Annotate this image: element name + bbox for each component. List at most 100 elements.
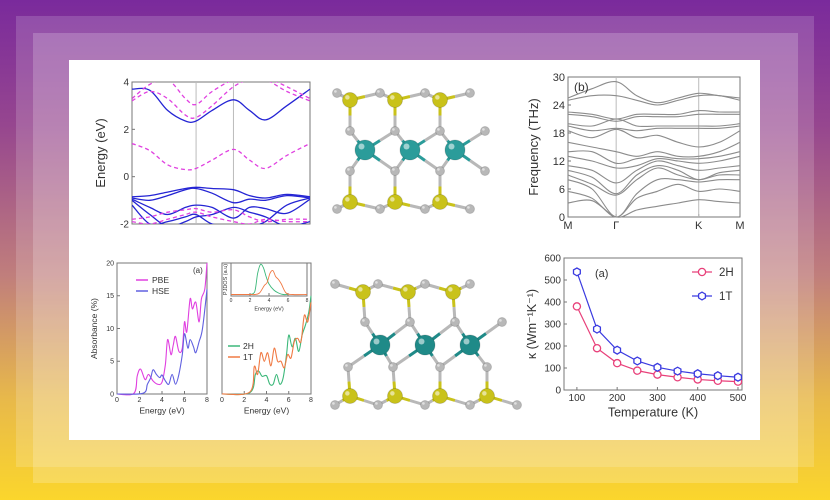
atom-highlight bbox=[463, 338, 470, 345]
x-tick-label: 6 bbox=[183, 397, 187, 404]
data-point-1T bbox=[673, 366, 682, 376]
ligand-atom bbox=[482, 362, 492, 372]
atom-highlight bbox=[403, 287, 408, 292]
y-tick-label: 300 bbox=[544, 320, 561, 331]
x-tick-label: M bbox=[735, 220, 744, 232]
phonon-plot-frame bbox=[567, 76, 741, 218]
y-tick-label: 0 bbox=[110, 391, 114, 398]
data-point-1T bbox=[713, 371, 722, 381]
y-tick-label: 500 bbox=[544, 276, 561, 287]
atom-highlight bbox=[422, 402, 425, 405]
chalcogen-atom bbox=[479, 388, 495, 404]
atom-highlight bbox=[345, 197, 350, 202]
x-tick-label: 200 bbox=[609, 393, 626, 404]
absorbance_a-chart bbox=[116, 262, 208, 396]
y-axis-label: Frequency (THz) bbox=[526, 98, 541, 196]
pjdos-line-2H bbox=[249, 263, 289, 296]
legend-label: 2H bbox=[719, 267, 734, 279]
ligand-atom bbox=[465, 88, 475, 98]
ligand-atom bbox=[330, 279, 340, 289]
ligand-atom bbox=[465, 279, 475, 289]
data-point-1T bbox=[653, 362, 662, 372]
x-axis-label: Temperature (K) bbox=[608, 406, 698, 420]
solid-band bbox=[132, 198, 310, 219]
x-tick-label: 8 bbox=[306, 298, 309, 304]
atom-highlight bbox=[373, 338, 380, 345]
atom-highlight bbox=[390, 364, 393, 367]
absorbance-line-HSE bbox=[116, 289, 208, 395]
dashed-band bbox=[132, 211, 310, 224]
atom-highlight bbox=[482, 128, 485, 131]
ligand-atom bbox=[435, 166, 445, 176]
y-tick-label: 0 bbox=[559, 212, 565, 224]
chalcogen-atom bbox=[342, 388, 358, 404]
atom-highlight bbox=[422, 281, 425, 284]
chalcogen-atom bbox=[432, 92, 448, 108]
ligand-atom bbox=[345, 126, 355, 136]
x-tick-label: 0 bbox=[220, 397, 224, 404]
y-tick-label: 15 bbox=[106, 293, 114, 300]
atom-highlight bbox=[467, 281, 470, 284]
inset-plot-frame bbox=[230, 262, 308, 297]
atom-highlight bbox=[358, 143, 365, 150]
x-tick-label: 4 bbox=[268, 298, 271, 304]
x-tick-label: 8 bbox=[205, 397, 209, 404]
atom-highlight bbox=[375, 402, 378, 405]
ligand-atom bbox=[420, 279, 430, 289]
bottom-structure bbox=[330, 279, 522, 410]
band-plot-frame bbox=[131, 81, 311, 225]
chalcogen-atom bbox=[387, 92, 403, 108]
ligand-atom bbox=[373, 279, 383, 289]
data-point-1T bbox=[733, 372, 743, 382]
x-tick-label: 2 bbox=[249, 298, 252, 304]
atom-highlight bbox=[332, 281, 335, 284]
atom-highlight bbox=[452, 319, 455, 322]
atom-highlight bbox=[422, 90, 425, 93]
ligand-atom bbox=[375, 204, 385, 214]
panel-label: (a) bbox=[595, 268, 608, 280]
ligand-atom bbox=[345, 166, 355, 176]
dashed-band bbox=[132, 142, 310, 171]
metal-atom bbox=[414, 334, 436, 356]
pjdos-line-1T bbox=[231, 269, 308, 296]
thermal_conductivity-chart bbox=[563, 257, 743, 391]
solid-band bbox=[132, 186, 310, 199]
thermal_conductivity-plot-frame bbox=[563, 257, 743, 391]
x-tick-label: 6 bbox=[287, 298, 290, 304]
legend-label: 1T bbox=[719, 291, 732, 303]
atom-highlight bbox=[435, 391, 440, 396]
x-axis-label: Energy (eV) bbox=[139, 406, 185, 416]
ligand-atom bbox=[332, 88, 342, 98]
ligand-atom bbox=[375, 88, 385, 98]
y-axis-label: Absorbance (%) bbox=[89, 298, 99, 359]
x-tick-label: 4 bbox=[265, 397, 269, 404]
legend-label: PBE bbox=[152, 275, 169, 285]
data-point-2H bbox=[612, 358, 622, 368]
data-point-2H bbox=[633, 366, 642, 375]
band-chart bbox=[131, 81, 311, 225]
atom-highlight bbox=[514, 402, 517, 405]
metal-atom bbox=[354, 139, 376, 161]
atom-highlight bbox=[482, 168, 485, 171]
ligand-atom bbox=[420, 88, 430, 98]
phonon-branch bbox=[567, 199, 741, 218]
ligand-atom bbox=[435, 362, 445, 372]
solid-band bbox=[132, 197, 310, 224]
y-tick-label: 400 bbox=[544, 298, 561, 309]
y-tick-label: 6 bbox=[559, 184, 565, 196]
solid-band bbox=[132, 187, 310, 204]
solid-band bbox=[132, 87, 310, 123]
atom-highlight bbox=[448, 287, 453, 292]
chalcogen-atom bbox=[432, 194, 448, 210]
phonon-branch bbox=[567, 113, 740, 122]
phonon-branch bbox=[567, 128, 741, 148]
atom-highlight bbox=[435, 95, 440, 100]
top-structure bbox=[332, 88, 490, 214]
atom-highlight bbox=[437, 128, 440, 131]
phonon-chart bbox=[567, 76, 741, 218]
ligand-atom bbox=[360, 317, 370, 327]
ligand-atom bbox=[373, 400, 383, 410]
ligand-atom bbox=[343, 362, 353, 372]
ligand-atom bbox=[465, 204, 475, 214]
phonon-branch bbox=[567, 160, 741, 184]
